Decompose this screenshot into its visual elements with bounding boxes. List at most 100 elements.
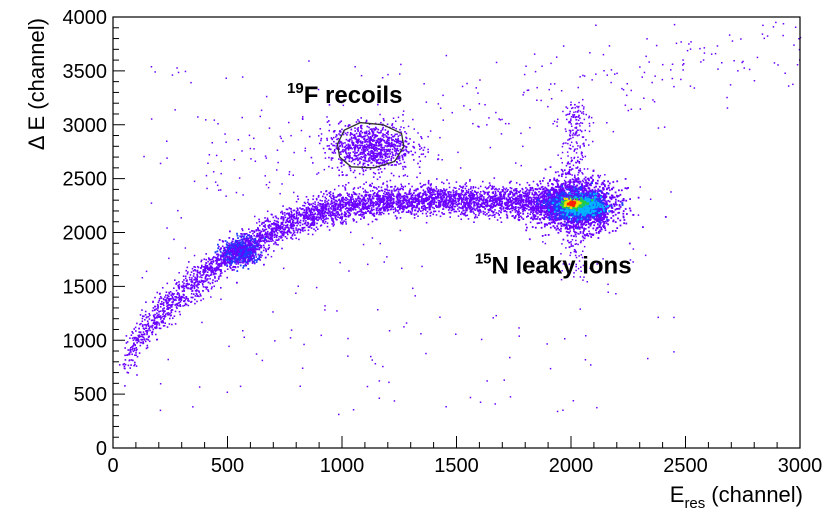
- event-point: [147, 322, 150, 324]
- event-point: [128, 352, 131, 354]
- event-point: [341, 219, 343, 221]
- event-point: [500, 193, 503, 196]
- event-point: [483, 192, 486, 195]
- event-point: [342, 206, 345, 208]
- event-point: [134, 336, 137, 339]
- event-point: [163, 315, 166, 317]
- event-point: [435, 186, 437, 188]
- event-point: [270, 228, 273, 231]
- event-point: [389, 204, 391, 206]
- event-point: [164, 322, 166, 324]
- event-point: [416, 210, 419, 213]
- event-point: [458, 210, 460, 212]
- event-point: [159, 315, 162, 317]
- event-point: [535, 205, 537, 208]
- event-point: [182, 296, 184, 298]
- event-point: [264, 242, 266, 244]
- event-point: [448, 201, 451, 203]
- event-point: [392, 174, 395, 177]
- event-point: [449, 216, 451, 218]
- event-point: [335, 208, 337, 211]
- event-point: [214, 277, 216, 279]
- event-point: [520, 215, 522, 218]
- event-point: [417, 194, 419, 197]
- event-point: [207, 260, 209, 263]
- event-point: [438, 200, 441, 202]
- event-point: [439, 215, 442, 218]
- event-point: [443, 203, 445, 206]
- event-point: [412, 198, 415, 201]
- event-point: [266, 232, 269, 235]
- event-point: [362, 198, 365, 201]
- event-point: [529, 213, 531, 215]
- event-point: [146, 344, 149, 347]
- event-point: [455, 203, 458, 206]
- event-point: [504, 207, 507, 210]
- event-point: [467, 192, 470, 194]
- event-point: [387, 213, 390, 215]
- event-point: [204, 271, 207, 273]
- event-point: [307, 221, 309, 224]
- event-point: [395, 203, 398, 206]
- event-point: [387, 197, 390, 199]
- event-point: [303, 209, 306, 212]
- event-point: [411, 196, 413, 199]
- event-point: [308, 204, 311, 206]
- event-point: [400, 202, 403, 204]
- event-point: [601, 217, 604, 219]
- event-point: [322, 207, 325, 210]
- event-point: [320, 206, 323, 209]
- event-point: [339, 193, 342, 195]
- event-point: [459, 197, 461, 200]
- event-point: [173, 299, 176, 301]
- event-point: [479, 210, 482, 212]
- event-point: [163, 324, 166, 327]
- event-point: [482, 210, 485, 213]
- event-point: [297, 198, 300, 200]
- event-point: [218, 254, 220, 256]
- event-point: [221, 255, 224, 258]
- event-point: [445, 199, 447, 202]
- event-point: [155, 325, 158, 327]
- event-point: [265, 236, 268, 238]
- event-point: [363, 191, 365, 193]
- event-point: [360, 194, 363, 197]
- event-point: [447, 199, 450, 202]
- event-point: [168, 307, 170, 309]
- event-point: [123, 363, 126, 365]
- event-point: [396, 201, 399, 204]
- event-point: [142, 341, 144, 343]
- event-point: [522, 209, 525, 212]
- event-point: [169, 307, 171, 309]
- event-point: [330, 203, 333, 205]
- event-point: [293, 213, 296, 215]
- event-point: [133, 349, 136, 351]
- event-point: [301, 228, 304, 231]
- event-point: [468, 207, 471, 210]
- event-point: [380, 213, 382, 216]
- event-point: [263, 221, 265, 224]
- event-point: [506, 204, 509, 206]
- event-point: [372, 197, 375, 200]
- event-point: [386, 210, 389, 212]
- event-point: [510, 207, 512, 210]
- event-point: [425, 221, 428, 224]
- event-point: [492, 205, 494, 207]
- event-point: [274, 242, 277, 244]
- event-point: [363, 197, 366, 199]
- event-point: [292, 232, 295, 235]
- event-point: [148, 335, 150, 338]
- event-point: [250, 244, 252, 247]
- event-point: [259, 239, 262, 241]
- event-point: [304, 214, 306, 217]
- event-point: [492, 198, 494, 200]
- event-point: [478, 206, 480, 209]
- event-point: [358, 214, 360, 216]
- event-point: [158, 324, 161, 326]
- event-point: [454, 200, 456, 203]
- event-point: [518, 214, 520, 216]
- event-point: [381, 190, 384, 192]
- event-point: [428, 204, 430, 207]
- event-point: [281, 226, 284, 228]
- event-point: [259, 240, 261, 243]
